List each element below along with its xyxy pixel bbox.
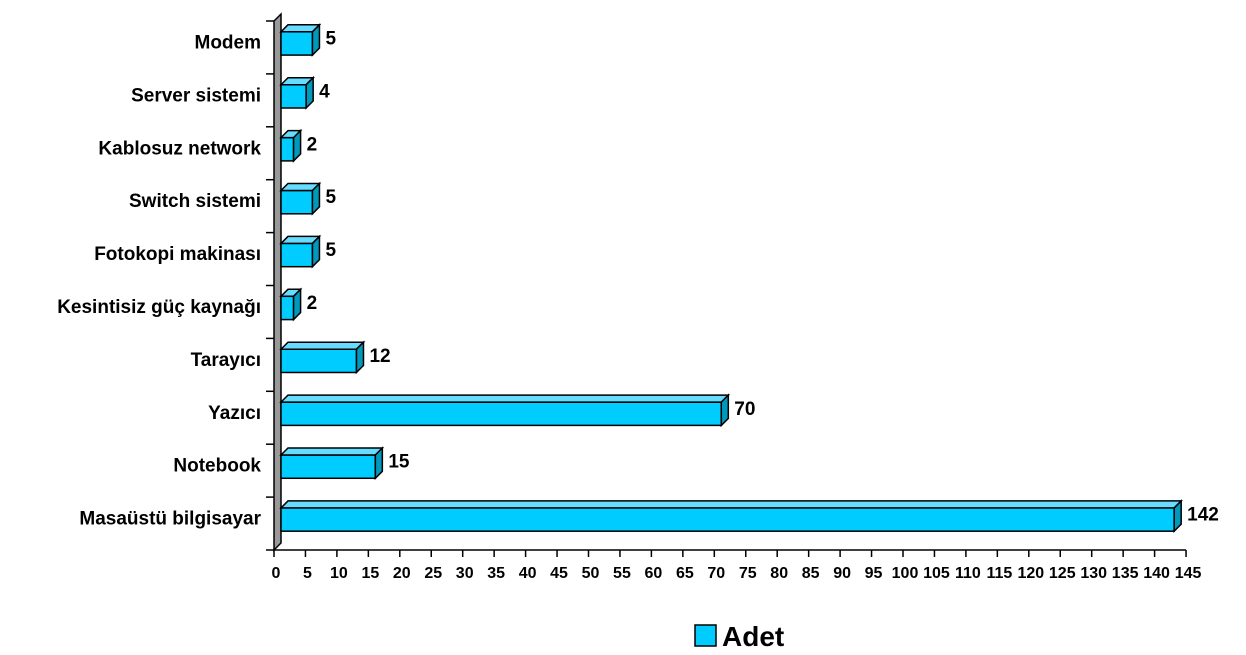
bar <box>279 75 315 110</box>
category-label: Switch sistemi <box>129 191 261 212</box>
bars <box>279 23 1183 533</box>
bar-side <box>305 75 314 110</box>
x-tick-label: 25 <box>424 565 442 582</box>
x-tick-label: 20 <box>393 565 411 582</box>
x-tick-label: 85 <box>802 565 820 582</box>
chart-wall <box>273 12 282 552</box>
category-label: Kesintisiz güç kaynağı <box>57 297 261 318</box>
x-tick-label: 0 <box>272 565 281 582</box>
x-tick-label: 40 <box>519 565 537 582</box>
data-label: 2 <box>307 134 318 155</box>
category-label: Notebook <box>173 456 261 477</box>
bar <box>279 234 322 269</box>
bar <box>279 23 322 57</box>
x-tick-label: 145 <box>1175 565 1202 582</box>
x-tick-label: 120 <box>1017 565 1044 582</box>
data-label: 5 <box>325 28 336 49</box>
x-tick-label: 80 <box>770 565 788 582</box>
category-label: Masaüstü bilgisayar <box>79 509 261 530</box>
bar-front <box>280 31 314 56</box>
bar-front <box>280 348 358 374</box>
data-label: 5 <box>325 240 336 261</box>
bar <box>279 446 385 481</box>
category-label: Tarayıcı <box>191 350 261 371</box>
bar-top <box>279 394 731 403</box>
bar <box>279 128 303 163</box>
bar <box>279 181 322 216</box>
x-tick-label: 45 <box>550 565 568 582</box>
category-label: Server sistemi <box>131 85 261 106</box>
category-label: Modem <box>195 32 262 53</box>
bar-front <box>280 136 295 162</box>
x-tick-label: 130 <box>1080 565 1107 582</box>
x-tick-label: 75 <box>739 565 757 582</box>
x-tick-label: 110 <box>955 565 981 582</box>
bar-top <box>279 500 1183 509</box>
x-tick-label: 55 <box>613 565 631 582</box>
x-tick-label: 50 <box>582 565 600 582</box>
x-tick-label: 35 <box>487 565 505 582</box>
x-tick-label: 65 <box>676 565 694 582</box>
bar <box>279 499 1183 533</box>
bar-front <box>280 189 314 215</box>
bar-side <box>311 234 321 269</box>
data-label: 70 <box>734 399 755 420</box>
labels: 0 5 10 15 20 25 30 35 40 45 50 55 60 65 70 75 80 85 90 95 10… <box>57 28 1219 582</box>
bar-front <box>280 454 377 480</box>
legend-label: Adet <box>722 621 784 652</box>
bar <box>279 340 366 375</box>
bar-side <box>1173 499 1182 533</box>
x-tick-label: 105 <box>923 565 950 582</box>
bar-front <box>280 401 723 427</box>
x-tick-label: 5 <box>303 565 312 582</box>
chart-side-wall <box>273 12 282 552</box>
x-tick-label: 70 <box>707 565 725 582</box>
data-label: 2 <box>307 293 318 314</box>
x-tick-label: 10 <box>330 565 348 582</box>
bar-side <box>292 287 302 322</box>
x-tick-label: 115 <box>986 565 1012 582</box>
data-label: 12 <box>369 346 390 367</box>
bar <box>279 393 731 428</box>
x-tick-label: 90 <box>833 565 851 582</box>
axes <box>266 20 1187 557</box>
x-tick-label: 140 <box>1143 565 1170 582</box>
legend-swatch <box>694 624 717 647</box>
data-label: 5 <box>325 187 336 208</box>
bar-side <box>374 446 384 481</box>
bar-side <box>311 23 321 57</box>
data-label: 15 <box>388 452 410 473</box>
x-tick-label: 135 <box>1112 565 1139 582</box>
x-tick-label: 30 <box>456 565 474 582</box>
x-tick-label: 60 <box>645 565 663 582</box>
x-tick-label: 15 <box>361 565 379 582</box>
category-label: Yazıcı <box>208 403 261 424</box>
category-label: Kablosuz network <box>98 138 261 159</box>
bar <box>279 287 303 322</box>
x-tick-label: 100 <box>892 565 919 582</box>
bar-side <box>311 181 321 216</box>
bar-front <box>280 83 307 109</box>
bar-side <box>292 128 302 163</box>
data-label: 142 <box>1187 505 1219 526</box>
bar-front <box>280 295 295 321</box>
x-tick-label: 95 <box>865 565 883 582</box>
category-label: Fotokopi makinası <box>94 244 261 265</box>
bar-top <box>279 447 385 456</box>
bar-front <box>280 507 1175 532</box>
bar-side <box>355 340 365 375</box>
legend: Adet <box>694 621 784 652</box>
x-tick-label: 125 <box>1049 565 1076 582</box>
bar-top <box>279 341 366 350</box>
data-label: 4 <box>319 81 330 102</box>
bar-side <box>720 393 730 428</box>
bar-front <box>280 242 314 268</box>
